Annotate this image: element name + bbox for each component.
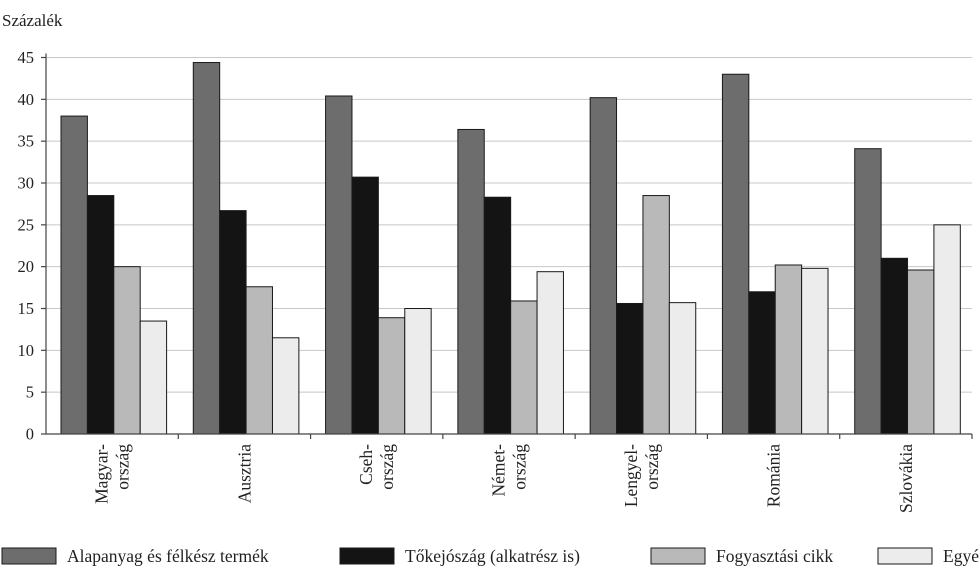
legend-swatch-1 bbox=[339, 547, 395, 565]
bar-2-3 bbox=[404, 308, 432, 435]
bar-4-1 bbox=[616, 302, 644, 435]
x-tick-label-3-1: ország bbox=[510, 444, 530, 490]
x-tick-label-1-0: Ausztria bbox=[234, 444, 254, 504]
bars bbox=[60, 62, 961, 435]
legend-label-3: Egyéb bbox=[943, 546, 979, 566]
y-tick-label-20: 20 bbox=[18, 257, 35, 276]
y-tick-labels: 0 5 10 15 20 25 30 35 40 45 bbox=[18, 48, 35, 444]
x-tick-label-6-0: Szlovákia bbox=[896, 444, 916, 513]
bar-4-3 bbox=[668, 302, 697, 435]
bar-5-3 bbox=[801, 267, 829, 435]
bar-0-2 bbox=[113, 266, 141, 435]
bar-0-3 bbox=[139, 320, 168, 435]
bar-0-0 bbox=[60, 115, 88, 435]
bar-5-2 bbox=[774, 264, 803, 435]
x-tick-label-5-0: Románia bbox=[764, 444, 784, 507]
x-tick-labels: Magyar-ország Ausztria Cseh-ország Német-or… bbox=[92, 444, 916, 513]
legend-swatch-3 bbox=[877, 547, 933, 565]
y-tick-label-25: 25 bbox=[18, 215, 35, 234]
x-tick-label-4-0: Lengyel- bbox=[621, 444, 641, 507]
x-tick-label-2-1: ország bbox=[377, 444, 397, 490]
legend-label-2: Fogyasztási cikk bbox=[716, 546, 833, 566]
y-tick-label-35: 35 bbox=[18, 132, 35, 151]
y-tick-label-10: 10 bbox=[18, 341, 35, 360]
axes bbox=[41, 53, 973, 439]
bar-3-0 bbox=[457, 128, 485, 435]
x-tick-label-2-0: Cseh- bbox=[356, 444, 376, 485]
bar-6-0 bbox=[854, 148, 882, 435]
legend-swatch-2 bbox=[650, 547, 706, 565]
bar-6-1 bbox=[880, 257, 909, 435]
bar-1-1 bbox=[219, 210, 247, 435]
bar-1-0 bbox=[192, 62, 221, 435]
x-tick-label-3-0: Német- bbox=[489, 444, 509, 497]
bar-2-0 bbox=[325, 95, 353, 435]
bar-3-3 bbox=[536, 271, 564, 435]
bar-4-0 bbox=[589, 97, 618, 435]
x-tick-label-0-0: Magyar- bbox=[92, 444, 112, 504]
legend-swatch-0 bbox=[1, 547, 57, 565]
bar-4-2 bbox=[642, 195, 670, 435]
x-tick-label-0-1: ország bbox=[113, 444, 133, 490]
bar-5-0 bbox=[721, 73, 750, 435]
bar-2-1 bbox=[351, 176, 379, 435]
y-tick-label-40: 40 bbox=[18, 90, 35, 109]
bar-3-2 bbox=[510, 300, 538, 435]
bar-5-1 bbox=[748, 291, 776, 435]
y-axis-label: Százalék bbox=[2, 11, 63, 30]
bar-1-3 bbox=[271, 337, 300, 435]
bar-1-2 bbox=[245, 286, 273, 435]
x-tick-label-4-1: ország bbox=[642, 444, 662, 490]
y-tick-label-5: 5 bbox=[26, 383, 34, 402]
bar-6-3 bbox=[933, 224, 961, 435]
y-tick-label-15: 15 bbox=[18, 299, 35, 318]
legend: Alapanyag és félkész termék Tőkejószág (a… bbox=[1, 546, 979, 566]
y-tick-label-45: 45 bbox=[18, 48, 35, 67]
bar-2-2 bbox=[377, 317, 406, 435]
y-tick-label-0: 0 bbox=[26, 425, 34, 444]
bar-0-1 bbox=[86, 195, 115, 435]
legend-label-1: Tőkejószág (alkatrész is) bbox=[405, 546, 580, 566]
bar-3-1 bbox=[483, 196, 512, 435]
y-tick-label-30: 30 bbox=[18, 174, 35, 193]
legend-label-0: Alapanyag és félkész termék bbox=[67, 546, 269, 566]
bar-6-2 bbox=[907, 269, 935, 435]
